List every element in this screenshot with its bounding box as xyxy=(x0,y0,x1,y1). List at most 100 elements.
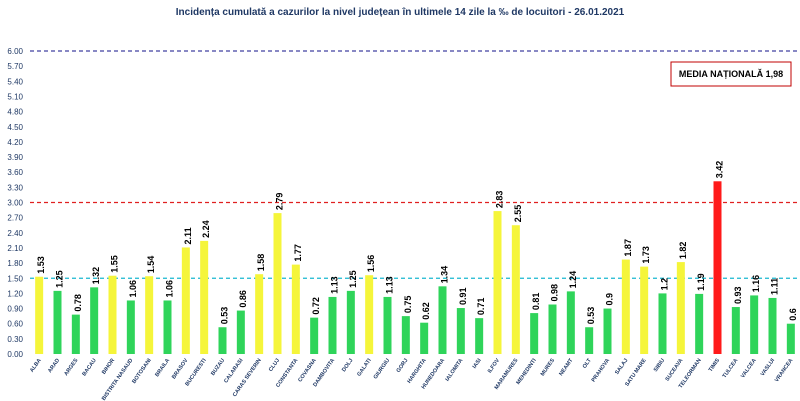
value-label: 0.71 xyxy=(476,298,486,316)
bar xyxy=(511,225,520,354)
y-tick-label: 1.20 xyxy=(7,289,23,298)
value-label: 1.25 xyxy=(348,270,358,288)
bar xyxy=(676,262,685,354)
bar xyxy=(90,287,99,354)
x-tick-label: SUCEAVA xyxy=(665,358,685,383)
bar xyxy=(475,318,484,354)
value-label: 1.53 xyxy=(36,256,46,274)
value-label: 2.24 xyxy=(201,220,211,238)
x-tick-label: COVASNA xyxy=(297,358,317,384)
bar xyxy=(236,310,245,354)
x-tick-label: MURES xyxy=(540,357,556,377)
bar xyxy=(53,290,62,354)
x-tick-label: BUZAU xyxy=(210,358,226,377)
y-tick-label: 5.70 xyxy=(7,62,23,71)
value-label: 1.82 xyxy=(678,242,688,260)
value-label: 1.73 xyxy=(641,246,651,264)
y-tick-label: 5.40 xyxy=(7,77,23,86)
value-label: 1.54 xyxy=(146,256,156,274)
value-label: 0.62 xyxy=(421,302,431,320)
bar xyxy=(273,213,282,354)
x-tick-label: OLT xyxy=(582,357,593,370)
x-tick-label: IALOMITA xyxy=(445,358,465,383)
bar xyxy=(456,308,465,354)
value-label: 0.86 xyxy=(238,290,248,308)
bar xyxy=(126,300,135,354)
bar xyxy=(163,300,172,354)
media-nationala-box: MEDIA NAȚIONALĂ 1,98 xyxy=(670,61,792,87)
value-label: 0.53 xyxy=(586,307,596,325)
bar xyxy=(621,259,630,354)
x-tick-label: CLUJ xyxy=(268,358,281,373)
x-tick-label: VRANCEA xyxy=(774,358,795,384)
value-label: 1.06 xyxy=(165,280,175,298)
y-tick-label: 2.70 xyxy=(7,214,23,223)
media-nationala-label: MEDIA NAȚIONALĂ 1,98 xyxy=(679,69,783,79)
value-label: 1.34 xyxy=(440,266,450,284)
bar xyxy=(640,266,649,354)
y-tick-label: 4.20 xyxy=(7,138,23,147)
x-tick-label: NEAMT xyxy=(558,357,574,377)
bar xyxy=(530,313,539,354)
x-tick-label: GORJ xyxy=(396,358,410,374)
x-tick-label: BACAU xyxy=(81,358,97,378)
value-label: 1.19 xyxy=(696,273,706,291)
value-label: 0.93 xyxy=(733,287,743,305)
bar xyxy=(658,293,667,354)
value-label: 1.25 xyxy=(55,270,65,288)
value-label: 2.55 xyxy=(513,205,523,223)
bar xyxy=(713,181,722,354)
value-label: 0.9 xyxy=(605,293,615,306)
value-label: 1.32 xyxy=(91,267,101,285)
value-label: 1.77 xyxy=(293,244,303,262)
y-axis: 0.00 0.30 0.60 0.90 1.20 1.50 1.80 2.10 2.40 2.70… xyxy=(7,47,23,359)
x-tick-label: VASLUI xyxy=(760,357,777,377)
value-label: 1.06 xyxy=(128,280,138,298)
bar xyxy=(786,323,795,354)
bar xyxy=(291,264,300,354)
x-tick-label: BIHOR xyxy=(101,358,116,376)
x-tick-label: ARAD xyxy=(47,358,61,374)
bar xyxy=(420,322,429,354)
x-tick-label: DOLJ xyxy=(341,358,354,373)
value-label: 0.78 xyxy=(73,294,83,312)
value-label: 0.6 xyxy=(788,308,798,321)
x-tick-label: ILFOV xyxy=(487,357,501,374)
bar xyxy=(493,211,502,354)
x-tick-label: BOTOSANI xyxy=(131,357,153,385)
bar xyxy=(548,304,557,354)
media-box-frame xyxy=(670,61,792,87)
value-label: 1.55 xyxy=(110,255,120,273)
value-label: 1.13 xyxy=(385,276,395,294)
value-label: 1.56 xyxy=(366,255,376,273)
bar xyxy=(218,327,227,354)
value-label: 1.58 xyxy=(256,254,266,272)
x-tick-label: VALCEA xyxy=(740,358,758,380)
bar xyxy=(401,316,410,354)
bar xyxy=(145,276,154,354)
bar xyxy=(328,296,337,354)
value-label: 0.81 xyxy=(531,293,541,311)
bar xyxy=(181,247,190,354)
value-label: 0.91 xyxy=(458,288,468,306)
bar xyxy=(310,317,319,354)
bar xyxy=(768,297,777,354)
value-label: 3.42 xyxy=(715,161,725,179)
bar xyxy=(71,314,80,354)
bar xyxy=(438,286,447,354)
x-tick-label: SIBIU xyxy=(653,358,666,373)
y-tick-label: 4.50 xyxy=(7,123,23,132)
y-tick-label: 3.00 xyxy=(7,199,23,208)
value-label: 0.75 xyxy=(403,296,413,314)
y-tick-label: 1.50 xyxy=(7,274,23,283)
bar xyxy=(108,275,117,354)
chart-title: Incidența cumulată a cazurilor la nivel … xyxy=(176,7,625,18)
y-tick-label: 2.40 xyxy=(7,229,23,238)
value-label: 2.83 xyxy=(495,191,505,209)
value-label: 2.79 xyxy=(275,193,285,211)
x-tick-label: BRASOV xyxy=(171,357,190,380)
bar xyxy=(695,293,704,354)
x-tick-label: IASI xyxy=(472,357,483,370)
